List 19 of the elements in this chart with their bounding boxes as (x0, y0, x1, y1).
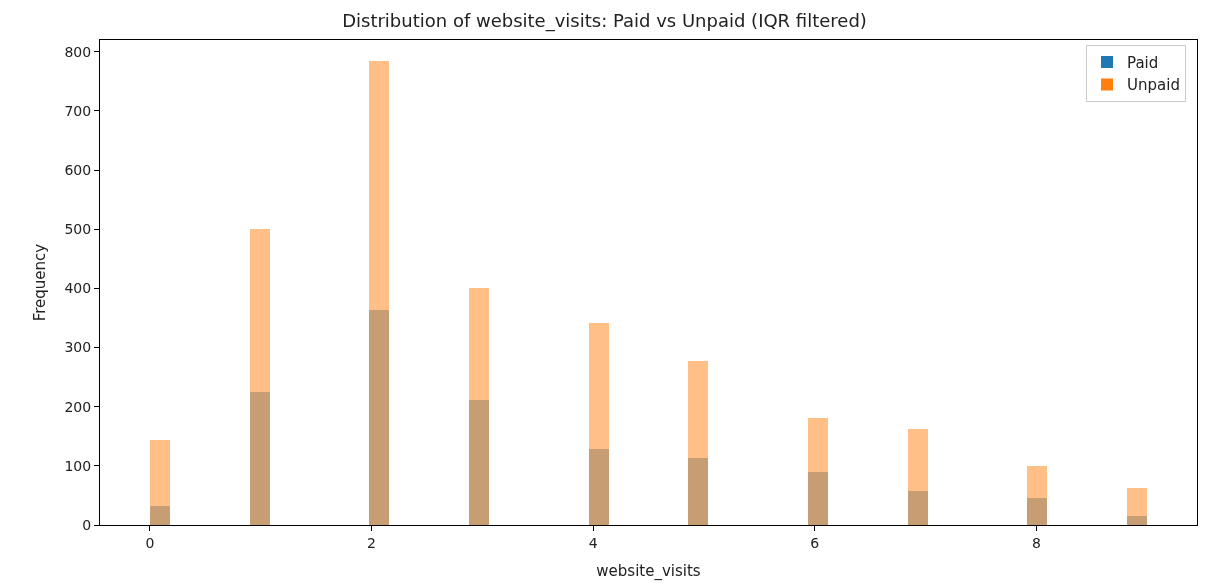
y-axis-title: Frequency (30, 243, 49, 322)
x-tick-label: 4 (588, 534, 598, 551)
y-tick-label: 0 (82, 516, 92, 533)
y-tick-label: 700 (64, 102, 92, 119)
y-tick-label: 800 (64, 43, 92, 60)
x-tick-label: 0 (145, 534, 155, 551)
legend-label: Unpaid (1127, 76, 1180, 95)
y-tick-label: 100 (64, 457, 92, 474)
x-axis-title: website_visits (596, 561, 701, 581)
x-tick-label: 8 (1031, 534, 1041, 551)
y-tick-label: 400 (64, 280, 92, 297)
y-tick-label: 600 (64, 162, 92, 179)
legend-label: Paid (1127, 53, 1159, 72)
chart-title: Distribution of website_visits: Paid vs Unpaid (IQR filtered) (342, 10, 867, 33)
y-tick-label: 500 (64, 221, 92, 238)
x-tick-label: 6 (810, 534, 820, 551)
x-tick-label: 2 (367, 534, 376, 551)
y-tick-label: 300 (64, 339, 92, 356)
y-tick-label: 200 (64, 398, 92, 415)
